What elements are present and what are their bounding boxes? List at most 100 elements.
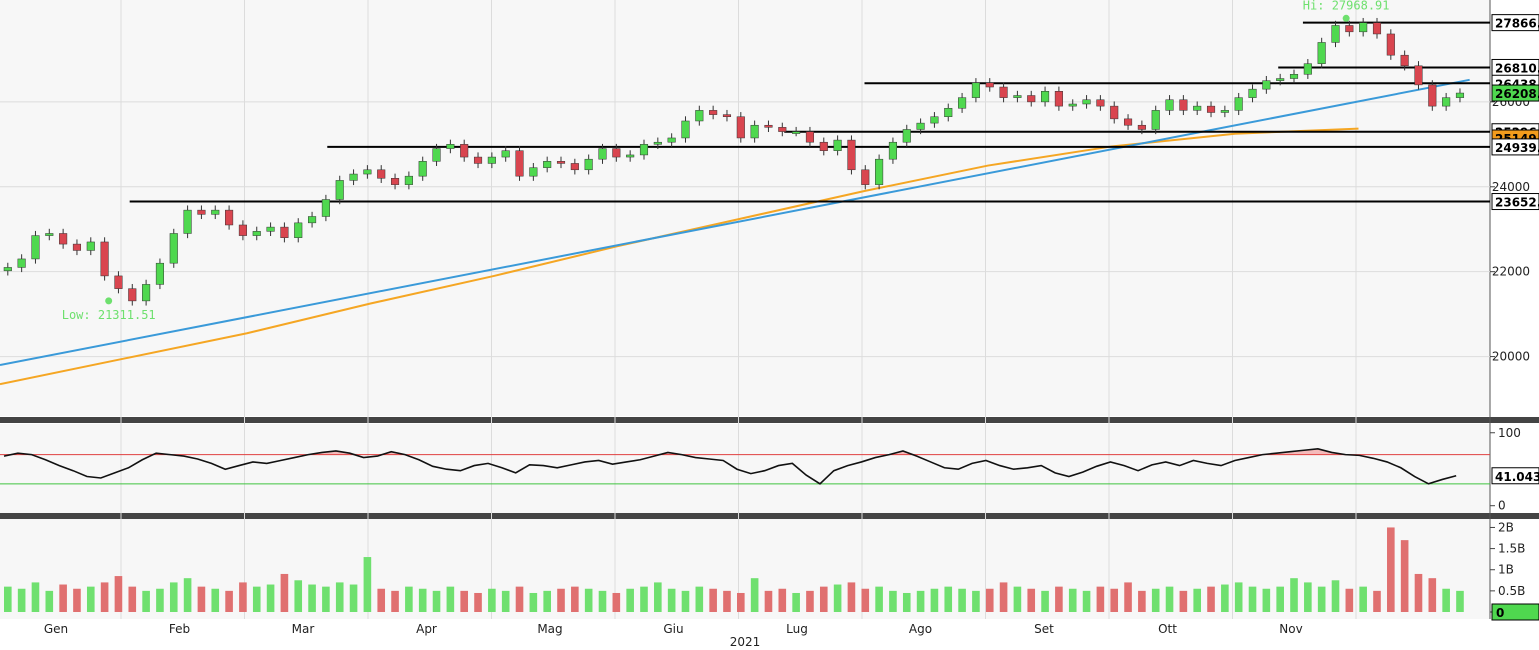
candle-body bbox=[114, 275, 123, 289]
candle-body bbox=[1041, 91, 1050, 103]
panel-divider-2[interactable] bbox=[0, 513, 1539, 519]
price-tag-box bbox=[1491, 84, 1539, 102]
candle-body bbox=[681, 120, 690, 139]
volume-bar bbox=[183, 578, 192, 612]
volume-bar bbox=[916, 590, 925, 612]
volume-bar bbox=[4, 586, 12, 612]
candle-body bbox=[487, 156, 496, 164]
volume-bar bbox=[474, 592, 482, 612]
price-tag-box bbox=[1491, 138, 1539, 156]
volume-bar bbox=[1414, 573, 1423, 612]
y-tick-label: 24000 bbox=[1492, 180, 1530, 194]
volume-bar bbox=[169, 582, 178, 612]
candle-body bbox=[266, 226, 275, 232]
volume-bar bbox=[1082, 590, 1091, 612]
volume-bar bbox=[1359, 586, 1367, 612]
extreme-label: Hi: 27968.91 bbox=[1303, 0, 1390, 12]
volume-bar bbox=[515, 586, 524, 612]
extreme-label: Low: 21311.51 bbox=[62, 308, 156, 322]
volume-bar bbox=[1345, 588, 1354, 612]
candle-body bbox=[1179, 99, 1188, 111]
volume-bar bbox=[86, 586, 95, 612]
panel-divider-1[interactable] bbox=[0, 417, 1539, 423]
candle-body bbox=[1303, 63, 1312, 75]
volume-bar bbox=[972, 590, 980, 612]
candle-body bbox=[861, 169, 870, 185]
candle-body bbox=[418, 161, 427, 177]
rsi-line bbox=[3, 447, 1457, 485]
price-tag-label: 26208. bbox=[1495, 87, 1539, 101]
volume-bar bbox=[252, 586, 261, 612]
candle-body bbox=[653, 141, 662, 145]
candle-body bbox=[1428, 84, 1437, 107]
volume-bar bbox=[1304, 582, 1312, 612]
rsi-last-box bbox=[1491, 467, 1539, 485]
rsi-tick-label: 100 bbox=[1498, 426, 1521, 440]
candle-body bbox=[875, 158, 884, 185]
volume-bar bbox=[266, 584, 275, 612]
candle-body bbox=[1317, 42, 1326, 64]
candle-body bbox=[252, 231, 261, 236]
price-panel-bg bbox=[0, 0, 1490, 416]
candle-body bbox=[736, 116, 745, 139]
candle-body bbox=[1386, 33, 1395, 56]
volume-bar bbox=[1317, 586, 1326, 612]
candle-body bbox=[31, 235, 40, 260]
candle-body bbox=[778, 127, 787, 132]
grid-lines bbox=[0, 0, 1490, 619]
volume-bar bbox=[557, 588, 565, 612]
axes: 2000022000240002600027866.826810.726438.… bbox=[1490, 14, 1539, 621]
extreme-marker bbox=[1342, 14, 1350, 22]
volume-bar bbox=[197, 586, 206, 612]
volume-bar bbox=[1290, 578, 1298, 612]
candle-body bbox=[695, 110, 704, 122]
volume-bar bbox=[985, 588, 994, 612]
candle-body bbox=[100, 241, 109, 277]
candle-body bbox=[155, 262, 164, 285]
volume-tick-label: 0.5B bbox=[1498, 584, 1525, 598]
candle-body bbox=[916, 122, 925, 130]
price-panel: Hi: 27968.91 Low: 21311.51 bbox=[0, 0, 1490, 386]
x-axis-month-label: Set bbox=[1034, 622, 1054, 636]
volume-bar bbox=[1179, 590, 1188, 612]
volume-tick-label: 1.5B bbox=[1498, 542, 1525, 556]
volume-bar bbox=[681, 590, 690, 612]
candle-body bbox=[1151, 110, 1160, 130]
candle-body bbox=[1331, 25, 1340, 43]
volume-bar bbox=[418, 588, 427, 612]
volume-last-label: 0 bbox=[1496, 606, 1504, 620]
volume-bar bbox=[142, 590, 150, 612]
volume-bar bbox=[1096, 586, 1105, 612]
volume-bar bbox=[1110, 588, 1119, 612]
volume-bar bbox=[225, 590, 233, 612]
volume-bar bbox=[1234, 582, 1243, 612]
volume-bar bbox=[377, 588, 386, 612]
rsi-panel-bg bbox=[0, 424, 1490, 513]
volume-bar bbox=[446, 586, 455, 612]
candle-body bbox=[1027, 95, 1036, 103]
candle-body bbox=[1220, 110, 1229, 113]
volume-bar bbox=[833, 584, 842, 612]
x-axis-month-label: Nov bbox=[1279, 622, 1302, 636]
candle-body bbox=[639, 144, 649, 156]
volume-bar bbox=[723, 590, 731, 612]
candle-body bbox=[17, 258, 26, 268]
volume-last-box bbox=[1491, 603, 1539, 621]
candle-body bbox=[446, 144, 455, 149]
candle-body bbox=[238, 224, 247, 236]
y-tick-label: 22000 bbox=[1492, 265, 1530, 279]
candle-body bbox=[1054, 91, 1063, 107]
candle-body bbox=[377, 169, 386, 179]
candle-body bbox=[390, 178, 400, 185]
candle-body bbox=[1082, 99, 1091, 105]
volume-bar bbox=[1027, 588, 1036, 612]
candle-body bbox=[1110, 105, 1119, 120]
volume-bar bbox=[211, 588, 220, 612]
candle-body bbox=[321, 199, 330, 217]
volume-bar bbox=[391, 590, 399, 612]
volume-bar bbox=[100, 582, 109, 612]
volume-bar bbox=[889, 590, 897, 612]
candle-body bbox=[211, 209, 220, 215]
x-axis-month-label: Mag bbox=[537, 622, 562, 636]
